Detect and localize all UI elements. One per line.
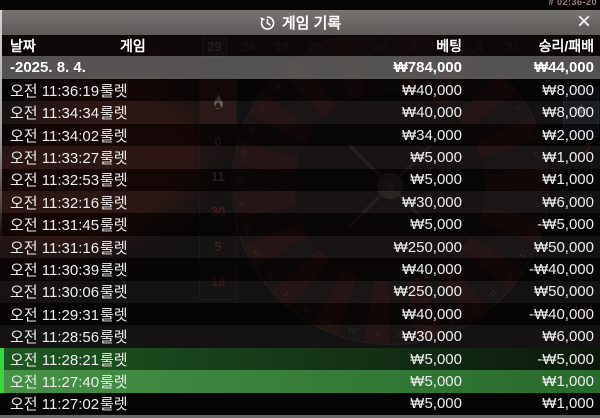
- row-winloss: ₩6,000: [542, 328, 594, 346]
- row-time: 오전 11:32:16: [10, 194, 100, 212]
- row-time: 오전 11:27:40: [10, 373, 100, 391]
- row-time: 오전 11:33:27: [10, 149, 100, 167]
- row-game: 룰렛: [100, 261, 128, 279]
- row-time: 오전 11:30:39: [10, 261, 100, 279]
- row-time: 오전 11:28:21: [10, 351, 100, 369]
- row-winloss: ₩1,000: [542, 171, 594, 189]
- row-winloss: ₩1,000: [542, 395, 594, 413]
- row-winloss: ₩50,000: [533, 283, 594, 301]
- page-edge: [0, 10, 2, 242]
- game-record-row: 오전 11:34:34 룰렛 ₩40,000 ₩8,000: [0, 101, 600, 124]
- row-time: 오전 11:29:31: [10, 306, 100, 324]
- row-winloss: -₩40,000: [528, 260, 594, 278]
- row-game: 룰렛: [100, 82, 128, 100]
- modal-title-group: 게임 기록: [259, 12, 341, 33]
- row-time: 오전 11:28:56: [10, 329, 100, 347]
- row-game: 룰렛: [100, 127, 128, 145]
- row-winloss: -₩5,000: [537, 350, 594, 368]
- row-winloss: ₩8,000: [542, 104, 594, 122]
- row-bet: ₩30,000: [401, 193, 462, 211]
- row-bet: ₩5,000: [410, 350, 462, 368]
- modal-header: 게임 기록 ×: [0, 8, 600, 35]
- row-bet: ₩40,000: [401, 81, 462, 99]
- game-record-row: 오전 11:27:02 룰렛 ₩5,000 ₩1,000: [0, 392, 600, 416]
- row-time: 오전 11:34:02: [10, 127, 100, 145]
- row-game: 룰렛: [100, 396, 128, 414]
- row-game: 룰렛: [100, 351, 128, 369]
- game-record-row: 오전 11:31:45 룰렛 ₩5,000 -₩5,000: [0, 213, 600, 236]
- row-game: 룰렛: [100, 217, 128, 235]
- row-bet: ₩5,000: [410, 395, 462, 413]
- game-record-row: 오전 11:32:16 룰렛 ₩30,000 ₩6,000: [0, 191, 600, 214]
- game-record-row: 오전 11:34:02 룰렛 ₩34,000 ₩2,000: [0, 123, 600, 147]
- row-winloss: ₩2,000: [542, 126, 594, 144]
- game-record-row: 오전 11:29:31 룰렛 ₩40,000 -₩40,000: [0, 303, 600, 326]
- column-bet: 베팅: [436, 37, 462, 54]
- row-winloss: -₩40,000: [528, 305, 594, 323]
- row-bet: ₩5,000: [410, 216, 462, 234]
- row-time: 오전 11:36:19: [10, 82, 100, 100]
- row-time: 오전 11:34:34: [10, 105, 100, 123]
- summary-winloss: ₩44,000: [533, 59, 594, 76]
- row-winloss: ₩50,000: [533, 238, 594, 256]
- row-game: 룰렛: [100, 284, 128, 302]
- records-list[interactable]: 오전 11:36:19 룰렛 ₩40,000 ₩8,000 오전 11:34:3…: [0, 79, 600, 416]
- row-game: 룰렛: [100, 306, 128, 324]
- row-game: 룰렛: [100, 172, 128, 190]
- row-time: 오전 11:27:02: [10, 396, 100, 414]
- row-winloss: -₩5,000: [537, 216, 594, 234]
- row-game: 룰렛: [100, 239, 128, 257]
- game-record-row: 오전 11:36:19 룰렛 ₩40,000 ₩8,000: [0, 79, 600, 102]
- history-icon: [260, 15, 275, 30]
- row-winloss: ₩6,000: [542, 193, 594, 211]
- row-winloss: ₩8,000: [542, 81, 594, 99]
- summary-bet: ₩784,000: [393, 59, 462, 76]
- row-bet: ₩40,000: [401, 260, 462, 278]
- close-button[interactable]: ×: [576, 8, 591, 35]
- row-bet: ₩40,000: [401, 104, 462, 122]
- row-highlight-bar: [0, 370, 4, 393]
- column-game: 게임: [120, 37, 146, 54]
- row-time: 오전 11:31:16: [10, 239, 100, 257]
- modal-title: 게임 기록: [281, 15, 342, 32]
- row-bet: ₩250,000: [393, 238, 462, 256]
- table-header: 날짜 게임 베팅 승리/패배: [0, 35, 600, 56]
- row-highlight-bar: [0, 347, 4, 371]
- row-game: 룰렛: [100, 194, 128, 212]
- row-bet: ₩5,000: [410, 171, 462, 189]
- game-history-modal: 게임 기록 × 날짜 게임 베팅 승리/패배 -2025. 8. 4. ₩784…: [0, 8, 600, 418]
- game-record-row: 오전 11:27:40 룰렛 ₩5,000 ₩1,000: [0, 370, 600, 393]
- column-winloss: 승리/패배: [538, 37, 594, 54]
- summary-date: -2025. 8. 4.: [10, 59, 86, 76]
- column-date: 날짜: [10, 37, 36, 54]
- row-game: 룰렛: [100, 105, 128, 123]
- row-game: 룰렛: [100, 373, 128, 391]
- game-record-row: 오전 11:30:39 룰렛 ₩40,000 -₩40,000: [0, 258, 600, 281]
- row-time: 오전 11:31:45: [10, 217, 100, 235]
- row-bet: ₩250,000: [393, 283, 462, 301]
- row-bet: ₩30,000: [401, 328, 462, 346]
- row-winloss: ₩1,000: [542, 148, 594, 166]
- row-bet: ₩5,000: [410, 372, 462, 390]
- row-bet: ₩5,000: [410, 148, 462, 166]
- row-time: 오전 11:32:53: [10, 172, 100, 190]
- next-group-edge: [0, 415, 600, 418]
- game-record-row: 오전 11:28:21 룰렛 ₩5,000 -₩5,000: [0, 347, 600, 371]
- row-time: 오전 11:30:06: [10, 284, 100, 302]
- game-record-row: 오전 11:28:56 룰렛 ₩30,000 ₩6,000: [0, 325, 600, 348]
- row-winloss: ₩1,000: [542, 372, 594, 390]
- row-game: 룰렛: [100, 329, 128, 347]
- game-record-row: 오전 11:31:16 룰렛 ₩250,000 ₩50,000: [0, 235, 600, 259]
- round-id: # 02:36-20: [548, 0, 597, 7]
- game-record-row: 오전 11:32:53 룰렛 ₩5,000 ₩1,000: [0, 168, 600, 192]
- game-record-row: 오전 11:30:06 룰렛 ₩250,000 ₩50,000: [0, 280, 600, 304]
- row-game: 룰렛: [100, 149, 128, 167]
- summary-row: -2025. 8. 4. ₩784,000 ₩44,000: [0, 56, 600, 79]
- row-bet: ₩34,000: [401, 126, 462, 144]
- game-record-row: 오전 11:33:27 룰렛 ₩5,000 ₩1,000: [0, 146, 600, 169]
- row-bet: ₩40,000: [401, 305, 462, 323]
